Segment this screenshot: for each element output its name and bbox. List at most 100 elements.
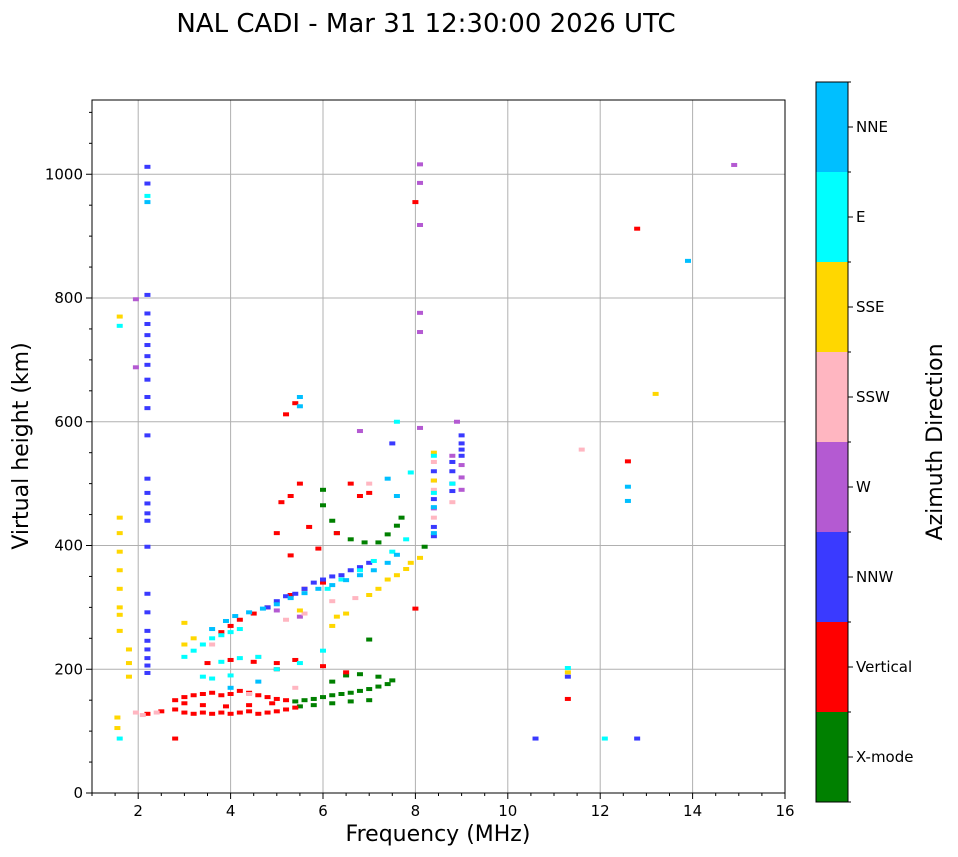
point-nne — [144, 200, 151, 205]
point-sse — [116, 314, 123, 319]
point-vertical — [158, 709, 165, 714]
point-sse — [116, 568, 123, 573]
point-nnw — [144, 656, 151, 661]
point-nnw — [347, 568, 354, 573]
point-sse — [116, 549, 123, 554]
y-tick-label: 200 — [54, 660, 83, 678]
point-sse — [393, 573, 400, 578]
data-marks — [114, 162, 738, 741]
point-vertical — [306, 524, 313, 529]
point-nne — [259, 606, 266, 611]
point-nnw — [144, 311, 151, 316]
point-w — [417, 162, 424, 167]
point-e — [190, 648, 197, 653]
point-nnw — [144, 343, 151, 348]
point-sse — [430, 450, 437, 455]
point-vertical — [250, 611, 257, 616]
point-nnw — [449, 489, 456, 494]
colorbar-title: Azimuth Direction — [923, 343, 948, 540]
point-vertical — [181, 701, 188, 706]
point-vertical — [366, 490, 373, 495]
point-x-mode — [366, 637, 373, 642]
point-x-mode — [361, 540, 368, 545]
point-w — [458, 475, 465, 480]
point-x-mode — [366, 687, 373, 692]
point-nne — [301, 591, 308, 596]
point-nnw — [283, 594, 290, 599]
point-e — [430, 453, 437, 458]
point-nnw — [564, 674, 571, 679]
point-vertical — [199, 703, 206, 708]
point-vertical — [218, 710, 225, 715]
point-e — [389, 549, 396, 554]
point-nnw — [356, 565, 363, 570]
point-vertical — [236, 617, 243, 622]
point-e — [181, 654, 188, 659]
point-nnw — [144, 647, 151, 652]
point-sse — [333, 614, 340, 619]
point-e — [430, 490, 437, 495]
x-tick-label: 8 — [411, 802, 421, 820]
point-nnw — [144, 406, 151, 411]
point-nnw — [532, 736, 539, 741]
point-w — [731, 162, 738, 167]
point-e — [209, 676, 216, 681]
point-nnw — [144, 670, 151, 675]
point-vertical — [204, 661, 211, 666]
colorbar-label: NNW — [856, 568, 893, 586]
point-nnw — [430, 534, 437, 539]
point-e — [218, 659, 225, 664]
point-vertical — [199, 692, 206, 696]
point-nne — [287, 596, 294, 601]
point-vertical — [199, 710, 206, 715]
point-nne — [624, 498, 631, 503]
point-nne — [209, 627, 216, 632]
point-vertical — [343, 670, 350, 675]
x-tick-label: 14 — [683, 802, 702, 820]
point-vertical — [292, 705, 299, 710]
point-e — [393, 419, 400, 424]
point-sse — [181, 620, 188, 625]
y-tick-label: 600 — [54, 413, 83, 431]
point-e — [255, 654, 262, 659]
y-tick-label: 1000 — [45, 165, 83, 183]
point-nne — [315, 586, 322, 591]
x-tick-label: 2 — [133, 802, 143, 820]
point-vertical — [273, 661, 280, 666]
point-e — [324, 586, 331, 591]
point-ssw — [449, 500, 456, 505]
point-e — [338, 577, 345, 582]
point-vertical — [172, 707, 179, 712]
point-sse — [407, 560, 414, 565]
point-vertical — [236, 688, 243, 693]
point-e — [449, 481, 456, 486]
point-ssw — [430, 459, 437, 464]
colorbar-segment-sse — [816, 262, 848, 352]
x-tick-label: 16 — [775, 802, 794, 820]
point-vertical — [172, 736, 179, 741]
colorbar-label: SSW — [856, 388, 890, 406]
point-w — [453, 419, 460, 424]
point-x-mode — [384, 532, 391, 537]
point-ssw — [132, 710, 139, 715]
point-nnw — [144, 501, 151, 506]
point-x-mode — [366, 698, 373, 703]
point-nnw — [449, 459, 456, 464]
x-tick-label: 4 — [226, 802, 236, 820]
point-sse — [375, 586, 382, 591]
point-x-mode — [375, 684, 382, 689]
point-e — [564, 666, 571, 671]
point-vertical — [209, 711, 216, 716]
colorbar-label: Vertical — [856, 658, 912, 676]
point-x-mode — [329, 518, 336, 523]
point-x-mode — [320, 487, 326, 492]
y-tick-label: 800 — [54, 289, 83, 307]
point-nnw — [144, 181, 151, 186]
colorbar-label: W — [856, 478, 871, 496]
point-ssw — [329, 599, 336, 604]
point-vertical — [264, 695, 271, 700]
point-vertical — [222, 704, 229, 709]
point-ssw — [352, 596, 359, 601]
point-x-mode — [384, 682, 391, 687]
